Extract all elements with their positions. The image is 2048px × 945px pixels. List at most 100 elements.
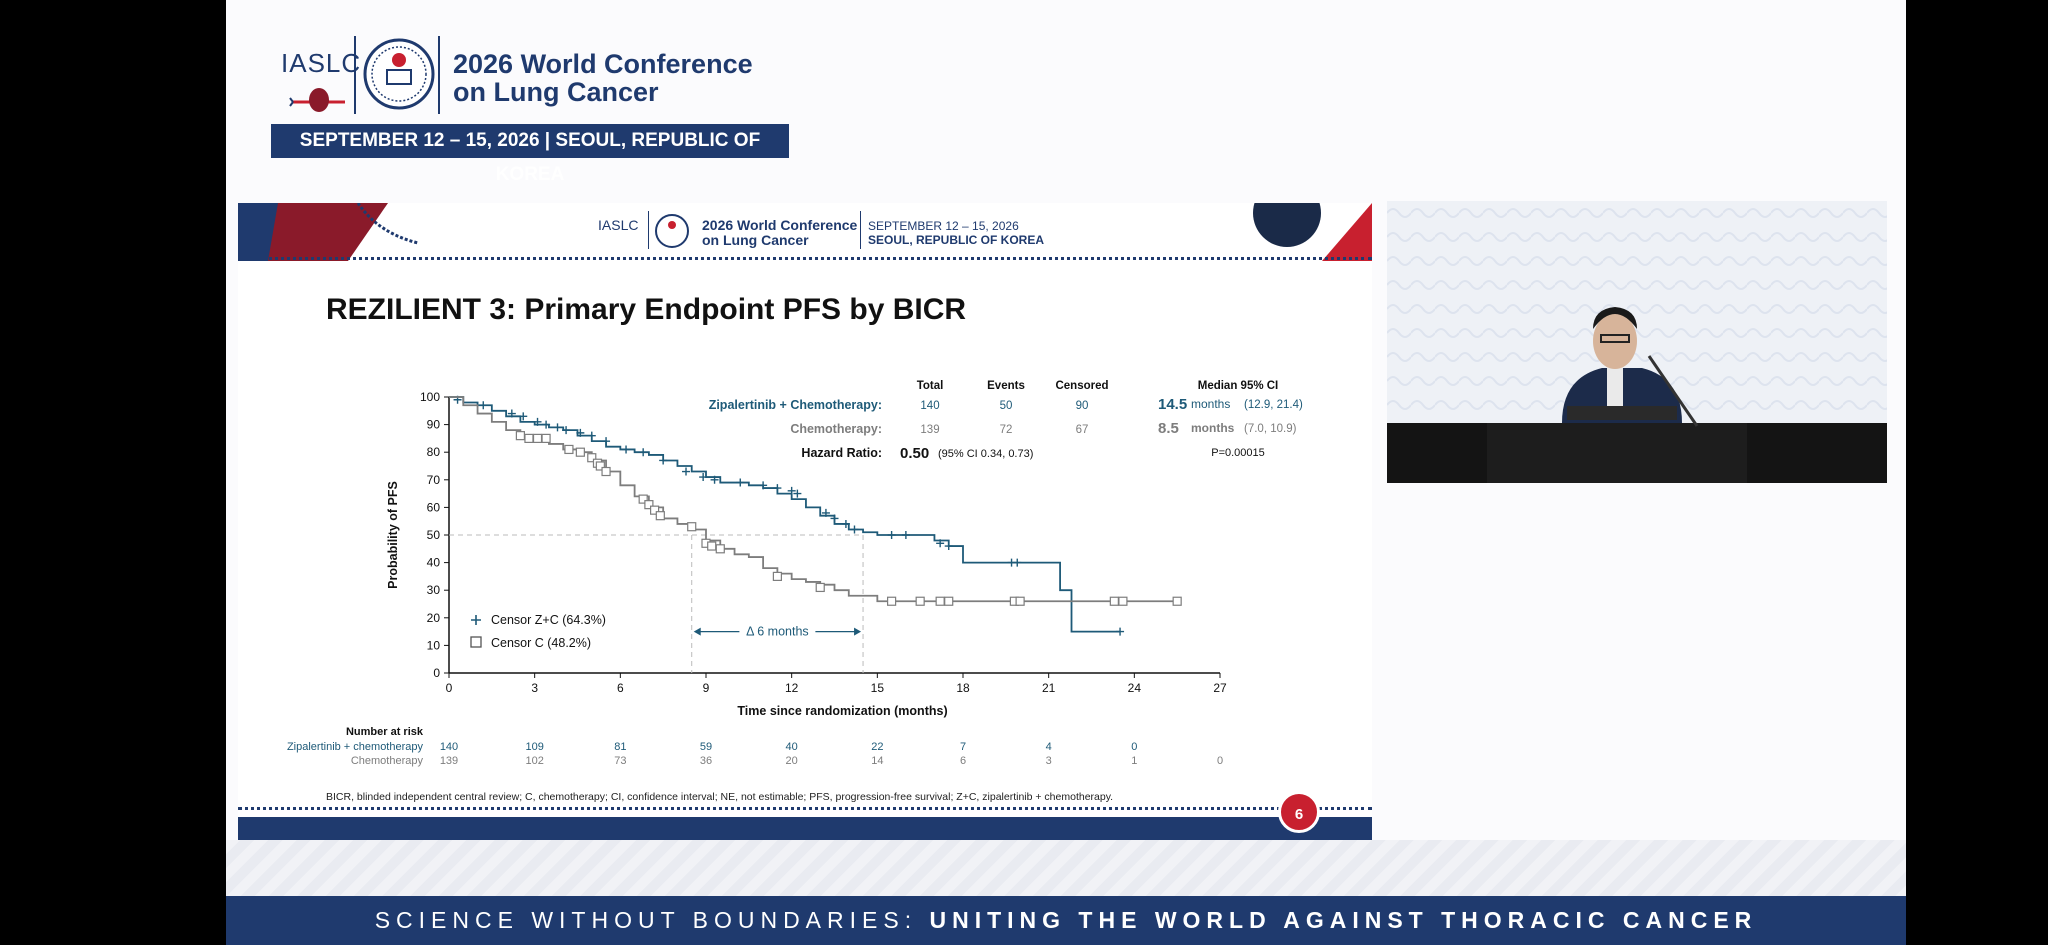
censor-mark-zc bbox=[710, 475, 719, 484]
slide-date: SEPTEMBER 12 – 15, 2026 bbox=[868, 219, 1019, 233]
censor-mark-zc bbox=[553, 423, 562, 432]
censor-mark-c bbox=[655, 511, 665, 521]
censor-mark-zc bbox=[602, 437, 611, 446]
x-tick-label: 24 bbox=[1128, 681, 1142, 695]
censor-mark-c bbox=[541, 433, 551, 443]
conference-logo: IASLC 2026 World Conference on Lung Canc… bbox=[271, 36, 831, 185]
censor-mark-zc bbox=[659, 456, 668, 465]
delta-label: Δ 6 months bbox=[746, 625, 809, 639]
x-axis-label: Time since randomization (months) bbox=[737, 704, 947, 718]
censor-mark-c bbox=[587, 453, 597, 463]
iaslc-wordmark: IASLC bbox=[281, 48, 362, 78]
table-median-unit-c: months bbox=[1191, 421, 1235, 435]
km-curve-zc bbox=[449, 396, 1121, 633]
censor-mark-c bbox=[564, 444, 574, 455]
censor-mark-c bbox=[815, 582, 825, 593]
censor-mark-zc bbox=[1116, 627, 1125, 636]
y-tick-label: 0 bbox=[433, 666, 440, 680]
censor-mark-c bbox=[601, 466, 611, 477]
y-tick-label: 60 bbox=[427, 500, 441, 514]
y-tick-label: 100 bbox=[420, 390, 440, 404]
slogan-banner: SCIENCE WITHOUT BOUNDARIES: UNITING THE … bbox=[226, 896, 1906, 945]
censor-mark-zc bbox=[576, 428, 585, 437]
risk-value-zc: 22 bbox=[871, 741, 883, 753]
x-tick-label: 12 bbox=[785, 681, 799, 695]
censor-mark-c bbox=[638, 494, 648, 504]
risk-value-zc: 7 bbox=[960, 741, 966, 753]
slide-seal-icon bbox=[655, 214, 689, 248]
slide-header-date: SEPTEMBER 12 – 15, 2026 SEOUL, REPUBLIC … bbox=[868, 219, 1044, 247]
censor-mark-c bbox=[772, 571, 782, 581]
slide-header-dotted-rule bbox=[238, 257, 1372, 260]
legend-label-c: Censor C (48.2%) bbox=[491, 636, 591, 650]
table-median-zc: 14.5 bbox=[1158, 396, 1187, 413]
censor-mark-zc bbox=[622, 445, 631, 454]
table-ci-zc: (12.9, 21.4) bbox=[1244, 399, 1303, 411]
censor-mark-c bbox=[1172, 596, 1182, 606]
censor-mark-zc bbox=[793, 489, 802, 498]
censor-mark-zc bbox=[850, 525, 859, 534]
decorative-pattern-band bbox=[226, 840, 1906, 896]
censor-mark-c bbox=[915, 596, 925, 606]
table-median-c: 8.5 bbox=[1158, 420, 1179, 437]
risk-value-c: 139 bbox=[440, 755, 458, 767]
hazard-ratio-label: Hazard Ratio: bbox=[801, 446, 882, 460]
p-value: P=0.00015 bbox=[1211, 447, 1265, 459]
risk-value-zc: 40 bbox=[786, 741, 798, 753]
legend-symbol-zc bbox=[471, 615, 481, 625]
censor-mark-zc bbox=[736, 478, 745, 487]
table-header-total: Total bbox=[917, 380, 944, 392]
table-median-unit-zc: months bbox=[1191, 397, 1230, 411]
slide-header-divider bbox=[860, 211, 861, 249]
censor-mark-zc bbox=[830, 514, 839, 523]
slide-footer-dotted-rule bbox=[238, 807, 1372, 810]
censor-mark-c bbox=[575, 447, 585, 457]
censor-mark-zc bbox=[1013, 558, 1022, 567]
x-tick-label: 15 bbox=[871, 681, 885, 695]
slogan-part1: SCIENCE WITHOUT BOUNDARIES: bbox=[374, 907, 930, 933]
table-total-c: 139 bbox=[920, 424, 939, 436]
censor-mark-zc bbox=[821, 508, 830, 517]
censor-mark-c bbox=[532, 433, 543, 443]
censor-mark-zc bbox=[542, 420, 551, 429]
slide-header-decoration-left bbox=[238, 203, 418, 261]
table-header-events: Events bbox=[987, 380, 1025, 392]
presentation-slide: IASLC 2026 World Conference on Lung Canc… bbox=[238, 203, 1372, 841]
table-total-zc: 140 bbox=[920, 400, 939, 412]
legend-label-zc: Censor Z+C (64.3%) bbox=[491, 613, 606, 627]
x-tick-label: 3 bbox=[531, 681, 538, 695]
censor-mark-c bbox=[944, 596, 954, 606]
slide-header-decoration-right bbox=[1253, 203, 1372, 261]
legend-symbol-c bbox=[470, 636, 482, 648]
risk-value-zc: 59 bbox=[700, 741, 712, 753]
censor-mark-zc bbox=[773, 484, 782, 493]
lung-emblem-icon bbox=[289, 88, 345, 112]
risk-value-c: 20 bbox=[786, 755, 798, 767]
censor-mark-zc bbox=[887, 531, 896, 539]
conference-name: 2026 World Conference on Lung Cancer bbox=[453, 50, 753, 106]
x-tick-label: 6 bbox=[617, 681, 624, 695]
y-axis-label: Probability of PFS bbox=[386, 481, 400, 589]
conference-seal-icon bbox=[363, 38, 435, 110]
y-tick-label: 50 bbox=[427, 528, 441, 542]
censor-mark-zc bbox=[759, 481, 768, 490]
slide-header-divider bbox=[648, 211, 649, 249]
slide-title: REZILIENT 3: Primary Endpoint PFS by BIC… bbox=[326, 293, 967, 326]
broadcast-frame: IASLC 2026 World Conference on Lung Canc… bbox=[226, 0, 1906, 945]
risk-row-label-zc: Zipalertinib + chemotherapy bbox=[287, 741, 424, 753]
slide-conference-line2: on Lung Cancer bbox=[702, 232, 809, 248]
risk-value-zc: 140 bbox=[440, 741, 458, 753]
y-tick-label: 30 bbox=[427, 583, 441, 597]
slide-conference-line1: 2026 World Conference bbox=[702, 217, 858, 233]
table-row-name-zc: Zipalertinib + Chemotherapy: bbox=[709, 398, 882, 412]
risk-value-c: 14 bbox=[871, 755, 883, 767]
delta-arrowhead-right bbox=[854, 627, 862, 636]
censor-mark-c bbox=[595, 461, 605, 471]
y-tick-label: 90 bbox=[427, 418, 441, 432]
censor-mark-zc bbox=[699, 473, 708, 482]
censor-mark-c bbox=[644, 500, 654, 510]
censor-mark-zc bbox=[479, 401, 488, 410]
delta-arrowhead-left bbox=[693, 627, 701, 636]
table-header-median: Median 95% CI bbox=[1198, 380, 1279, 392]
